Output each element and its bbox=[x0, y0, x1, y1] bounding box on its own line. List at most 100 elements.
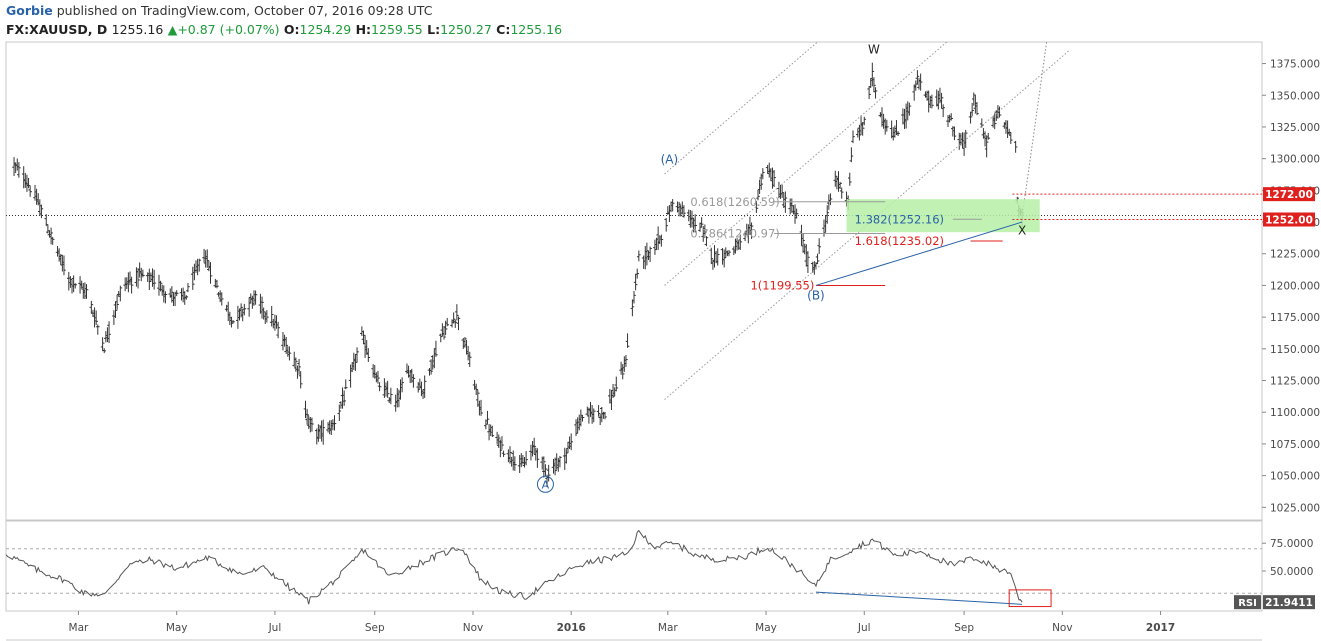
ohlc-bar bbox=[39, 204, 44, 219]
ohlc-bar bbox=[496, 434, 501, 448]
x-tick-label: 2016 bbox=[557, 622, 586, 634]
x-tick-label: Nov bbox=[463, 622, 484, 634]
ohlc-bar bbox=[490, 425, 495, 438]
ohlc-bar bbox=[26, 177, 31, 189]
ohlc-bar bbox=[806, 251, 810, 274]
ohlc-bar bbox=[611, 383, 615, 399]
rsi-divergence-line bbox=[815, 591, 1023, 605]
ohlc-bar bbox=[580, 415, 585, 422]
ohlc-bar bbox=[756, 190, 760, 201]
ohlc-bar bbox=[574, 419, 578, 437]
ohlc-bar bbox=[872, 77, 876, 93]
ohlc-bar bbox=[749, 222, 754, 239]
ohlc-bar bbox=[970, 102, 974, 116]
ohlc-bar bbox=[269, 305, 274, 327]
ohlc-bar bbox=[366, 348, 371, 362]
ohlc-bar bbox=[287, 346, 292, 361]
published-text: published on TradingView.com, October 07… bbox=[52, 3, 433, 18]
y-tick-label: 1300.000 bbox=[1270, 154, 1320, 166]
fib-level-label: 0.786(1240.97) bbox=[690, 226, 779, 240]
wave-label-circle bbox=[536, 475, 554, 493]
ohlc-bar bbox=[141, 269, 145, 278]
ohlc-bar bbox=[817, 238, 821, 254]
ohlc-bar bbox=[939, 92, 944, 109]
ohlc-bar bbox=[952, 126, 957, 141]
projection-line bbox=[1021, 42, 1048, 218]
ohlc-bar bbox=[703, 224, 707, 238]
wave-label: X bbox=[1018, 224, 1026, 238]
ohlc-bar bbox=[50, 236, 55, 245]
high-label: H: bbox=[355, 22, 372, 37]
ohlc-bar bbox=[113, 301, 118, 318]
y-tick-label: 1125.000 bbox=[1270, 376, 1320, 388]
ohlc-bars bbox=[12, 62, 1024, 488]
ohlc-bar bbox=[715, 248, 720, 266]
ohlc-bar bbox=[136, 268, 140, 289]
ohlc-bar bbox=[434, 340, 438, 357]
rsi-name-label: RSI bbox=[1238, 598, 1257, 609]
ohlc-bar bbox=[485, 410, 490, 425]
ohlc-bar bbox=[190, 266, 195, 290]
wave-label: (B) bbox=[807, 288, 825, 302]
ohlc-bar bbox=[389, 387, 393, 405]
ohlc-bar bbox=[624, 354, 628, 367]
ohlc-bar bbox=[321, 419, 326, 445]
ohlc-bar bbox=[463, 337, 467, 348]
ohlc-bar bbox=[968, 111, 973, 124]
rsi-pane-frame bbox=[5, 520, 1263, 612]
ohlc-bar bbox=[838, 182, 842, 189]
x-tick-label: Jul bbox=[857, 622, 871, 634]
ohlc-bar bbox=[664, 218, 669, 232]
ohlc-bar bbox=[94, 310, 98, 326]
ohlc-bar bbox=[376, 370, 380, 384]
fib-level-label: 1(1199.55) bbox=[750, 278, 814, 292]
ohlc-bar bbox=[129, 276, 134, 294]
ohlc-bar bbox=[984, 135, 989, 158]
ohlc-bar bbox=[828, 193, 833, 206]
ohlc-bar bbox=[860, 122, 865, 136]
wave-label: W bbox=[868, 42, 880, 56]
ohlc-bar bbox=[625, 333, 630, 348]
ohlc-bar bbox=[743, 231, 747, 242]
y-tick-label: 1225.000 bbox=[1270, 249, 1320, 261]
ohlc-bar bbox=[500, 436, 504, 450]
ohlc-bar bbox=[186, 282, 190, 293]
ohlc-bar bbox=[596, 405, 601, 417]
ohlc-bar bbox=[17, 162, 21, 178]
ohlc-bar bbox=[857, 124, 862, 141]
rsi-tick-label: 50.0000 bbox=[1270, 566, 1313, 578]
y-tick-label: 1175.000 bbox=[1270, 312, 1320, 324]
rsi-highlight-box bbox=[1008, 589, 1052, 608]
ohlc-bar bbox=[693, 214, 697, 233]
ohlc-bar bbox=[276, 321, 280, 339]
ohlc-bar bbox=[95, 324, 100, 335]
price-badge-label: 1272.00 bbox=[1265, 189, 1313, 201]
ohlc-bar bbox=[342, 390, 346, 406]
ohlc-bar bbox=[253, 290, 258, 305]
ohlc-bar bbox=[508, 446, 512, 464]
ohlc-bar bbox=[885, 119, 889, 132]
open-label: O: bbox=[283, 22, 300, 37]
ohlc-bar bbox=[896, 131, 900, 137]
ohlc-bar bbox=[546, 464, 551, 482]
ohlc-bar bbox=[963, 129, 968, 148]
ohlc-bar bbox=[648, 246, 652, 263]
ohlc-bar bbox=[754, 200, 759, 214]
ohlc-bar bbox=[343, 379, 348, 390]
ohlc-bar bbox=[542, 456, 546, 478]
x-tick-label: May bbox=[166, 622, 188, 634]
ohlc-bar bbox=[659, 234, 664, 247]
ohlc-bar bbox=[532, 437, 536, 455]
ohlc-bar bbox=[727, 249, 731, 257]
ohlc-bar bbox=[543, 464, 548, 477]
low-label: L: bbox=[427, 22, 441, 37]
wave-label: A bbox=[542, 478, 550, 491]
channel-line bbox=[664, 42, 819, 175]
author-link[interactable]: Gorbie bbox=[6, 3, 53, 18]
ohlc-bar bbox=[184, 295, 189, 300]
ohlc-bar bbox=[513, 456, 517, 471]
y-tick-label: 1075.000 bbox=[1270, 439, 1320, 451]
ohlc-bar bbox=[535, 448, 540, 468]
x-tick-label: Mar bbox=[658, 622, 678, 634]
